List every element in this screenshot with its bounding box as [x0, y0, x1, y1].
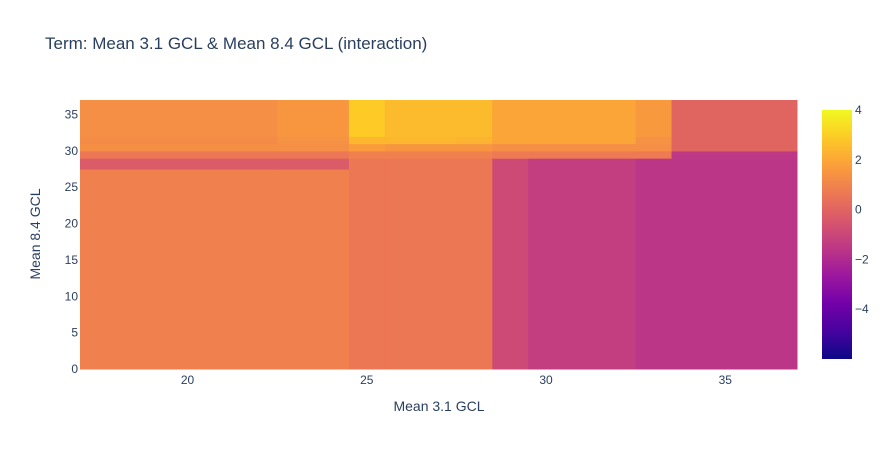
heatmap-cell[interactable]: [456, 143, 493, 152]
heatmap-cell[interactable]: [277, 179, 350, 370]
heatmap-cell[interactable]: [80, 100, 278, 137]
heatmap-cell[interactable]: [635, 136, 673, 145]
heatmap-cell[interactable]: [384, 150, 457, 159]
heatmap-cell[interactable]: [528, 150, 637, 159]
x-axis-ticks: 20 25 30 35: [181, 373, 732, 387]
heatmap-cell[interactable]: [492, 150, 529, 159]
y-axis-title: Mean 8.4 GCL: [27, 188, 43, 280]
colorbar-tick-label: −2: [855, 252, 869, 266]
heatmap-cell[interactable]: [384, 169, 457, 181]
heatmap-cell[interactable]: [80, 179, 278, 370]
x-axis-title: Mean 3.1 GCL: [393, 398, 485, 414]
heatmap-cell[interactable]: [635, 158, 673, 170]
heatmap-cell[interactable]: [384, 136, 457, 145]
heatmap-cell[interactable]: [492, 100, 529, 137]
chart-title: Term: Mean 3.1 GCL & Mean 8.4 GCL (inter…: [45, 34, 428, 53]
heatmap-cell[interactable]: [80, 169, 278, 181]
x-tick-label: 30: [539, 373, 553, 387]
heatmap-cell[interactable]: [80, 150, 278, 159]
y-tick-label: 25: [65, 180, 79, 194]
heatmap-cell[interactable]: [528, 143, 637, 152]
heatmap-cell[interactable]: [277, 158, 350, 170]
colorbar-tick-label: 0: [855, 203, 862, 217]
heatmap-cell[interactable]: [80, 158, 278, 170]
heatmap-cell[interactable]: [277, 143, 350, 152]
colorbar-tick-label: 2: [855, 153, 862, 167]
heatmap-cell[interactable]: [492, 169, 529, 181]
heatmap-cell[interactable]: [384, 158, 457, 170]
heatmap-cell[interactable]: [348, 143, 386, 152]
colorbar-tick-label: −4: [855, 302, 869, 316]
heatmap-cell[interactable]: [492, 136, 529, 145]
x-tick-label: 25: [360, 373, 374, 387]
heatmap-cell[interactable]: [528, 100, 637, 137]
heatmap-cell[interactable]: [671, 179, 798, 370]
heatmap-cell[interactable]: [277, 100, 350, 137]
y-tick-label: 0: [71, 362, 78, 376]
heatmap-cell[interactable]: [635, 100, 673, 137]
y-tick-label: 30: [65, 144, 79, 158]
heatmap-cell[interactable]: [456, 158, 493, 170]
heatmap-cell[interactable]: [348, 150, 386, 159]
heatmap-cell[interactable]: [277, 150, 350, 159]
heatmap-cell[interactable]: [80, 143, 278, 152]
heatmap-cell[interactable]: [671, 169, 798, 181]
heatmap-cell[interactable]: [492, 179, 529, 370]
heatmap-cell[interactable]: [348, 136, 386, 145]
heatmap-cell[interactable]: [348, 158, 386, 170]
heatmap-cell[interactable]: [528, 169, 637, 181]
y-tick-label: 5: [71, 326, 78, 340]
heatmap-cell[interactable]: [671, 143, 798, 152]
heatmap-cell[interactable]: [492, 143, 529, 152]
heatmap-cell[interactable]: [277, 169, 350, 181]
y-tick-label: 20: [65, 217, 79, 231]
heatmap-cell[interactable]: [492, 158, 529, 170]
y-tick-label: 35: [65, 108, 79, 122]
heatmap-cell[interactable]: [348, 100, 386, 137]
y-tick-label: 15: [65, 253, 79, 267]
heatmap-cell[interactable]: [456, 169, 493, 181]
heatmap-cell[interactable]: [671, 136, 798, 145]
heatmap-cell[interactable]: [635, 150, 673, 159]
heatmap-cell[interactable]: [528, 158, 637, 170]
colorbar: [822, 110, 852, 359]
x-tick-label: 35: [719, 373, 733, 387]
heatmap-cell[interactable]: [456, 100, 493, 137]
heatmap-cell[interactable]: [671, 150, 798, 159]
heatmap-cell[interactable]: [528, 179, 637, 370]
heatmap-cell[interactable]: [277, 136, 350, 145]
heatmap-cell[interactable]: [456, 136, 493, 145]
y-tick-label: 10: [65, 289, 79, 303]
heatmap-cell[interactable]: [528, 136, 637, 145]
x-tick-label: 20: [181, 373, 195, 387]
heatmap-cell[interactable]: [456, 179, 493, 370]
heatmap-cell[interactable]: [384, 100, 457, 137]
heatmap-cell[interactable]: [635, 169, 673, 181]
y-axis-ticks: 0 5 10 15 20 25 30 35: [65, 108, 79, 376]
heatmap-cell[interactable]: [80, 136, 278, 145]
heatmap-cell[interactable]: [635, 179, 673, 370]
colorbar-ticks: 4 2 0 −2 −4: [855, 103, 869, 316]
heatmap-cell[interactable]: [348, 169, 386, 181]
heatmap-cell[interactable]: [671, 100, 798, 137]
heatmap-cells[interactable]: [80, 100, 798, 370]
heatmap-cell[interactable]: [671, 158, 798, 170]
heatmap-cell[interactable]: [348, 179, 386, 370]
colorbar-tick-label: 4: [855, 103, 862, 117]
heatmap-cell[interactable]: [384, 143, 457, 152]
heatmap-cell[interactable]: [456, 150, 493, 159]
heatmap-cell[interactable]: [635, 143, 673, 152]
heatmap-cell[interactable]: [384, 179, 457, 370]
